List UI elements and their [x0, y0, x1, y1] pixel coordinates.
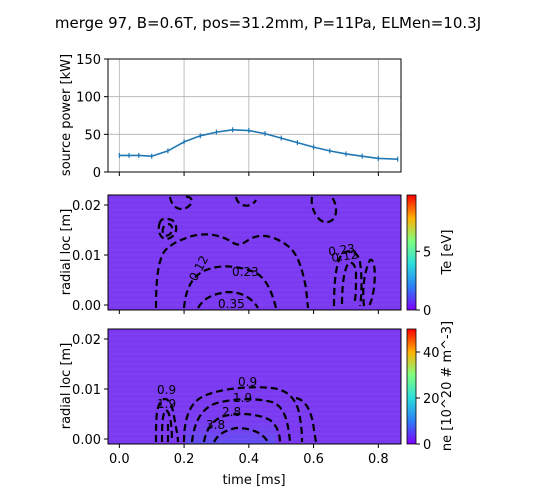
ne-ytick-label: 0.00 — [72, 433, 101, 448]
te-colorbar-label: Te [eV] — [440, 230, 455, 276]
ne-colorbar-tick-label: 20 — [423, 392, 440, 407]
ne-contour-label-1: 1.9 — [157, 397, 176, 411]
te-contour-inner — [197, 290, 259, 309]
te-contour-label-1: 0.23 — [232, 265, 259, 279]
power-xticks — [118, 172, 379, 176]
ne-xtick-label: 0.4 — [238, 452, 259, 467]
power-ytick-labels: 0 50 100 150 — [76, 53, 108, 181]
te-ytick-label: 0.02 — [72, 199, 101, 214]
ne-contour-1.9 — [190, 398, 292, 443]
ne-contour-2.8 — [202, 412, 282, 443]
te-contour-lefttop — [157, 217, 178, 240]
ne-xtick-label: 0.8 — [368, 452, 389, 467]
ne-ytick-labels: 0.00 0.01 0.02 — [72, 333, 108, 448]
te-contour-lefttop-2 — [161, 222, 174, 237]
ne-contour-label-2: 0.9 — [238, 375, 257, 389]
te-colorbar-tick-label: 5 — [423, 245, 431, 260]
ne-contour-label-0: 0.9 — [157, 383, 176, 397]
te-colorbar-tick-label: 0 — [423, 304, 431, 319]
te-contour-topnotch-2 — [234, 196, 257, 207]
ne-ytick-label: 0.02 — [72, 333, 101, 348]
figure-title: merge 97, B=0.6T, pos=31.2mm, P=11Pa, EL… — [55, 14, 481, 32]
ne-ytick-label: 0.01 — [72, 383, 101, 398]
te-contour-mid — [182, 265, 278, 309]
ne-contour-3.8 — [213, 426, 269, 443]
power-frame — [107, 58, 402, 173]
power-panel: 0 50 100 150 source power [kW] — [59, 53, 402, 181]
te-contour-right-2 — [340, 261, 358, 305]
te-frame — [107, 194, 402, 311]
te-contour-right-1 — [332, 250, 363, 307]
te-fill-lines — [108, 199, 401, 311]
te-contour-topright — [310, 196, 338, 224]
te-ylabel: radial loc [m] — [59, 209, 74, 296]
power-ytick-label: 150 — [76, 53, 101, 68]
te-panel: 0.12 0.23 0.35 0.23 0.12 0.000.010.02 ra… — [59, 194, 455, 319]
ne-contours — [154, 386, 318, 443]
te-contours — [154, 195, 376, 309]
ne-contour-label-3: 1.9 — [233, 391, 252, 405]
te-contour-outer — [154, 233, 310, 309]
ne-frame — [107, 328, 402, 445]
ne-panel: 0.9 1.9 0.9 1.9 2.8 3.8 0.000.010.02 0.0… — [59, 321, 455, 488]
te-ytick-label: 0.00 — [72, 299, 101, 314]
te-xticks — [118, 310, 379, 314]
ne-contour-label-4: 2.8 — [222, 405, 241, 419]
ne-colorbar — [406, 328, 417, 445]
ne-contour-left-2 — [160, 408, 174, 443]
ne-xticks: 0.0 0.2 0.4 0.6 0.8 — [109, 444, 389, 467]
ne-xtick-label: 0.2 — [174, 452, 195, 467]
ne-colorbar-ticks: 0 20 40 — [416, 346, 440, 453]
ne-ylabel: radial loc [m] — [59, 343, 74, 430]
te-contour-right-3 — [362, 258, 376, 308]
ne-contour-0.9 — [182, 386, 304, 443]
te-contour-label-4: 0.12 — [330, 247, 358, 265]
ne-contour-left-1 — [154, 397, 180, 443]
ne-colorbar-tick-label: 40 — [423, 346, 440, 361]
te-ytick-labels: 0.00 0.01 0.02 — [72, 199, 108, 314]
ne-colorbar-tick-label: 0 — [423, 438, 431, 453]
power-ytick-label: 100 — [76, 91, 101, 106]
te-colorbar-ticks: 05 — [416, 245, 431, 319]
te-colorbar — [406, 194, 417, 311]
ne-contour-label-5: 3.8 — [206, 418, 225, 432]
power-ytick-label: 50 — [84, 128, 101, 143]
te-ytick-label: 0.01 — [72, 249, 101, 264]
ne-contour-right — [295, 396, 318, 443]
ne-colorbar-label: ne [10^20 # m^-3] — [440, 321, 455, 451]
power-ytick-label: 0 — [93, 166, 101, 181]
te-contour-label-2: 0.35 — [218, 297, 245, 311]
power-markers — [118, 127, 399, 162]
ne-xlabel: time [ms] — [222, 473, 285, 488]
power-ylabel: source power [kW] — [59, 54, 74, 176]
te-contour-topnotch-1 — [168, 195, 193, 211]
te-contour-label-3: 0.23 — [327, 241, 355, 259]
ne-xtick-label: 0.6 — [303, 452, 324, 467]
ne-xtick-label: 0.0 — [109, 452, 130, 467]
